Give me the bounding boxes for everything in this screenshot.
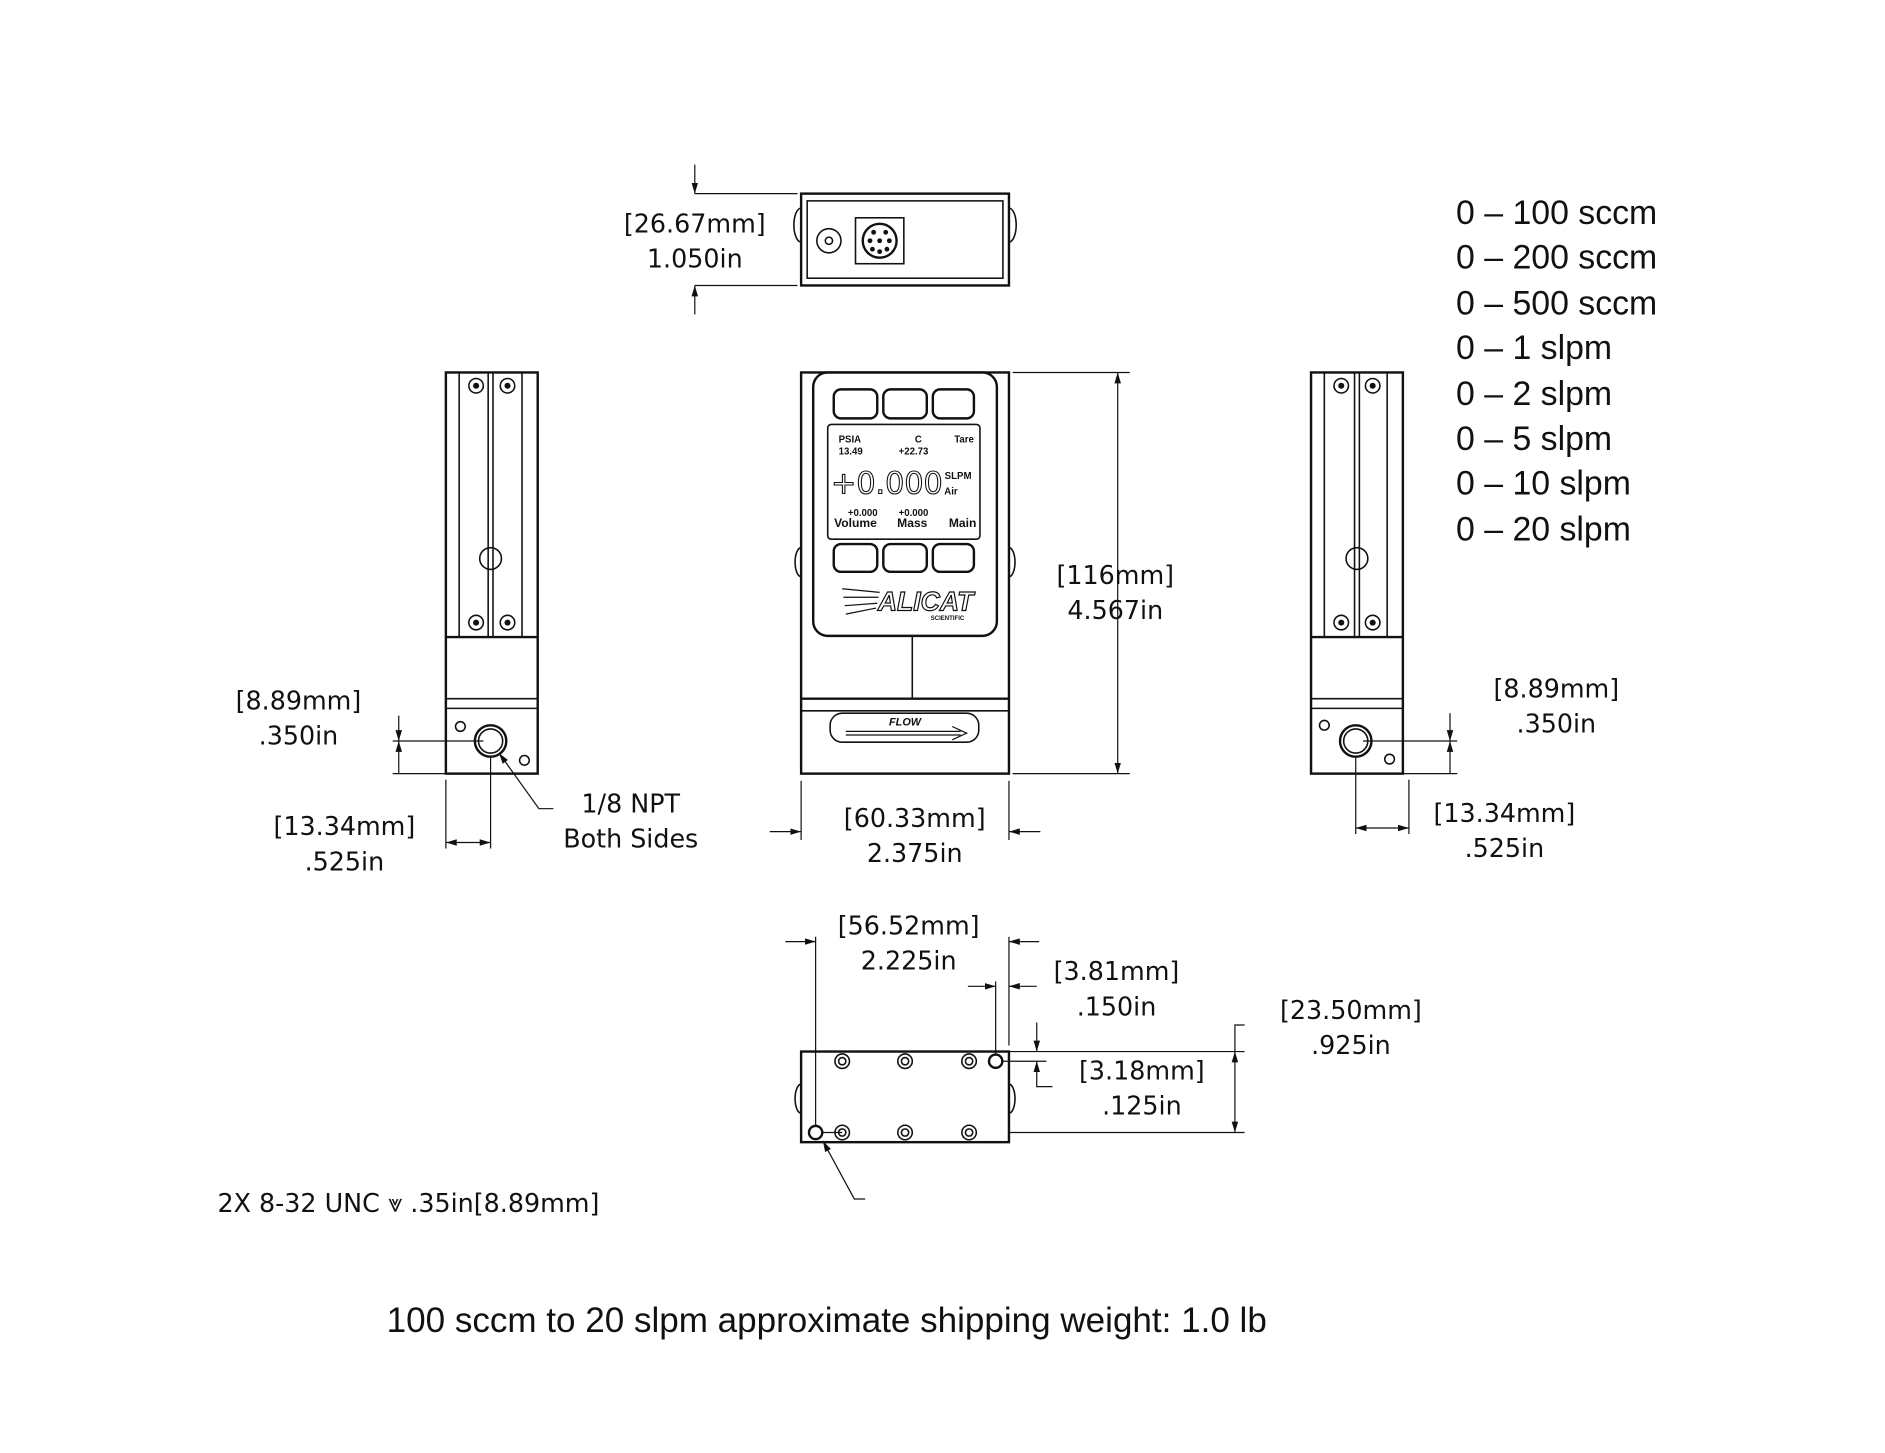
- front-height-in: 4.567in: [1067, 595, 1163, 625]
- logo-text: ALICAT: [877, 587, 976, 617]
- soft-button[interactable]: [882, 542, 928, 574]
- range-item: 0 – 500 sccm: [1456, 284, 1657, 322]
- range-item: 0 – 2 slpm: [1456, 375, 1612, 413]
- flow-arrow-icon: [845, 725, 969, 741]
- range-item: 0 – 20 slpm: [1456, 510, 1631, 548]
- left-port-offset-in: .525in: [305, 846, 385, 876]
- left-side-view: [8.89mm] .350in [13.34mm] .525in 1/8 NPT…: [236, 371, 698, 876]
- screen-temp-label: C: [915, 435, 922, 446]
- shipping-weight-note: 100 sccm to 20 slpm approximate shipping…: [387, 1301, 1267, 1340]
- depth-in: .925in: [1311, 1030, 1391, 1060]
- soft-button[interactable]: [931, 388, 976, 420]
- front-height-mm: [116mm]: [1056, 560, 1174, 590]
- front-width-in: 2.375in: [867, 838, 963, 868]
- soft-button[interactable]: [931, 542, 976, 574]
- din-connector-icon: [854, 217, 905, 265]
- range-item: 0 – 100 sccm: [1456, 194, 1657, 232]
- left-port-height-mm: [8.89mm]: [236, 686, 362, 716]
- logo-subtext: SCIENTIFIC: [931, 616, 965, 622]
- bottom-view: [56.52mm] 2.225in [3.81mm] .150in [3.18m…: [217, 910, 1421, 1218]
- control-panel: [812, 371, 999, 638]
- screen-pressure-label: PSIA: [839, 435, 862, 446]
- flow-ranges-list: 0 – 100 sccm 0 – 200 sccm 0 – 500 sccm 0…: [1456, 194, 1657, 549]
- screen-volume-value: +0.000: [848, 508, 878, 519]
- screen-volume-label[interactable]: Volume: [834, 516, 877, 530]
- soft-button[interactable]: [832, 542, 879, 574]
- top-height-mm: [26.67mm]: [624, 208, 766, 238]
- screen-mass-value: +0.000: [899, 508, 929, 519]
- top-buttons: [832, 388, 976, 420]
- edge-y-mm: [3.18mm]: [1079, 1055, 1205, 1085]
- range-item: 0 – 200 sccm: [1456, 239, 1657, 277]
- range-item: 0 – 5 slpm: [1456, 420, 1612, 458]
- alicat-logo: ALICAT SCIENTIFIC: [842, 586, 977, 622]
- soft-button[interactable]: [832, 388, 879, 420]
- top-height-in: 1.050in: [647, 243, 743, 273]
- flow-window: [829, 712, 980, 743]
- hole-span-in: 2.225in: [861, 945, 957, 975]
- top-view: [26.67mm] 1.050in: [624, 164, 1017, 315]
- thread-note: 2X 8-32 UNC ⩔ .35in[8.89mm]: [217, 1188, 599, 1218]
- front-view: PSIA 13.49 C +22.73 Tare SLPM Air +0.000…: [769, 371, 1174, 868]
- front-width-mm: [60.33mm]: [844, 803, 986, 833]
- mounting-holes: [807, 1053, 1004, 1141]
- right-port-height-in: .350in: [1517, 709, 1597, 739]
- screen-pressure-value: 13.49: [839, 447, 864, 458]
- edge-y-in: .125in: [1102, 1090, 1182, 1120]
- right-port-offset-in: .525in: [1465, 833, 1545, 863]
- hole-span-mm: [56.52mm]: [838, 910, 980, 940]
- screen-tare[interactable]: Tare: [954, 435, 974, 446]
- port-note-line1: 1/8 NPT: [581, 788, 680, 818]
- power-jack-icon: [816, 227, 842, 254]
- screen-flow-value: +0.000: [831, 466, 943, 501]
- bottom-buttons: [832, 542, 976, 574]
- screen-gas: Air: [944, 487, 958, 498]
- port-note-line2: Both Sides: [563, 823, 698, 853]
- range-item: 0 – 10 slpm: [1456, 464, 1631, 502]
- left-port-height-in: .350in: [259, 721, 339, 751]
- flow-label: FLOW: [889, 716, 923, 728]
- screen-mass-label[interactable]: Mass: [897, 516, 927, 530]
- screen-main[interactable]: Main: [949, 516, 977, 530]
- soft-button[interactable]: [882, 388, 928, 420]
- right-side-view: [8.89mm] .350in [13.34mm] .525in: [1309, 371, 1619, 863]
- left-port-offset-mm: [13.34mm]: [273, 811, 415, 841]
- display-screen: [826, 423, 981, 540]
- edge-x-in: .150in: [1077, 991, 1157, 1021]
- edge-x-mm: [3.81mm]: [1054, 956, 1180, 986]
- depth-mm: [23.50mm]: [1280, 995, 1422, 1025]
- right-port-height-mm: [8.89mm]: [1493, 674, 1619, 704]
- screen-temp-value: +22.73: [899, 447, 929, 458]
- range-item: 0 – 1 slpm: [1456, 329, 1612, 367]
- right-port-offset-mm: [13.34mm]: [1433, 798, 1575, 828]
- screen-unit: SLPM: [945, 471, 972, 482]
